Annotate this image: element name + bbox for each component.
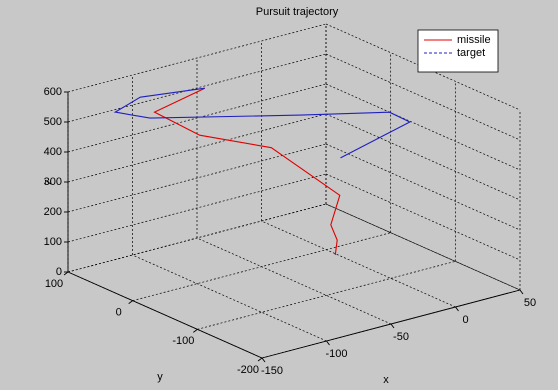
tick-mark (326, 340, 330, 346)
grid-line (67, 143, 327, 213)
grid (63, 23, 524, 363)
plot: -150-100-50050-200-100010001002003004005… (44, 86, 536, 377)
z-axis-label: z (42, 179, 54, 185)
grid-line (325, 53, 521, 141)
x-tick-label: 50 (524, 297, 536, 309)
legend-label: missile (457, 34, 491, 46)
y-tick-label: -100 (172, 335, 194, 347)
tick-mark (193, 328, 198, 333)
grid-line (325, 113, 521, 201)
grid-line (197, 260, 456, 330)
z-tick-label: 500 (44, 116, 62, 128)
legend-box (417, 29, 499, 73)
x-tick-label: 0 (462, 314, 468, 326)
series-line (153, 87, 341, 255)
x-tick-label: -50 (393, 331, 409, 343)
y-axis-label: y (157, 371, 163, 383)
grid-line (67, 83, 327, 153)
grid-line (325, 83, 521, 171)
grid-line (261, 220, 456, 308)
x-axis-label: x (383, 374, 389, 386)
z-tick-label: 200 (44, 206, 62, 218)
grid-line (67, 23, 327, 93)
grid-line (325, 173, 521, 261)
grid-line (325, 203, 521, 291)
grid-line (67, 203, 327, 273)
tick-mark (390, 323, 395, 329)
grid-line (67, 113, 327, 183)
x-tick-label: -150 (261, 365, 283, 377)
grid-line (196, 237, 392, 325)
z-tick-label: 100 (44, 236, 62, 248)
grid-line (325, 23, 521, 111)
tick-mark (261, 357, 266, 363)
tick-mark (257, 357, 263, 362)
grid-line (132, 254, 327, 342)
z-tick-label: 0 (56, 266, 62, 278)
x-tick-label: -100 (325, 348, 347, 360)
z-tick-label: 400 (44, 146, 62, 158)
grid-line (325, 203, 521, 291)
z-tick-label: 600 (44, 86, 62, 98)
z-tick-label: 300 (44, 176, 62, 188)
grid-line (325, 143, 521, 231)
y-tick-label: 0 (116, 307, 122, 319)
y-tick-label: -200 (237, 364, 259, 376)
y-tick-label: 100 (45, 278, 63, 290)
tick-mark (128, 300, 133, 305)
legend-label: target (457, 47, 485, 59)
grid-line (132, 232, 391, 302)
tick-mark (455, 306, 459, 312)
chart-title: Pursuit trajectory (256, 6, 339, 18)
grid-line (67, 173, 327, 243)
grid-line (67, 53, 327, 123)
tick-mark (519, 289, 524, 295)
axis-line (67, 271, 263, 359)
series-line (113, 87, 412, 159)
tick-mark (63, 271, 69, 276)
